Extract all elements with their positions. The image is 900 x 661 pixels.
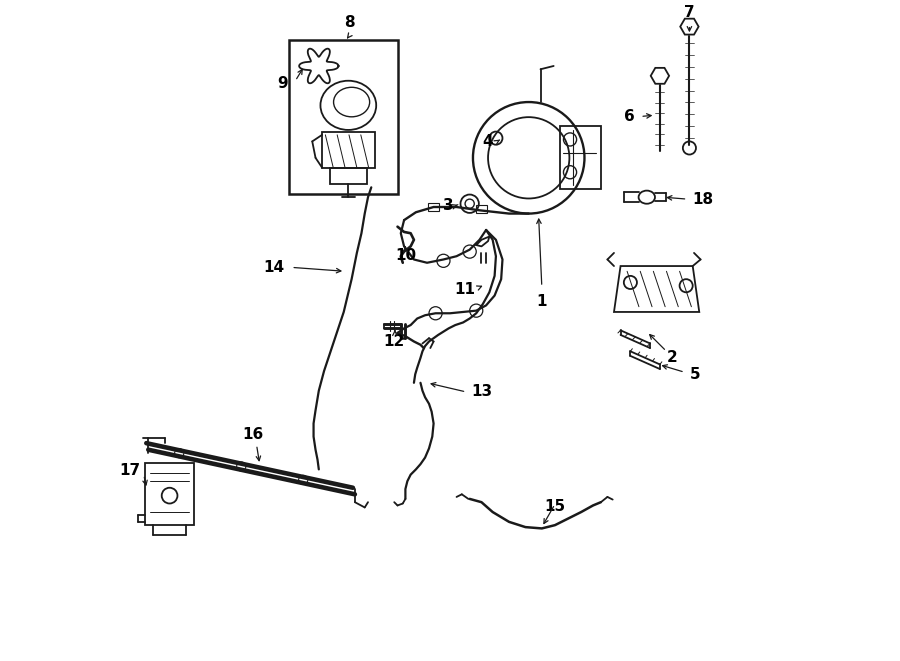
- Text: 14: 14: [264, 260, 284, 275]
- Bar: [476, 205, 487, 213]
- Text: 16: 16: [243, 427, 264, 442]
- Text: 15: 15: [544, 499, 565, 514]
- Bar: [560, 126, 601, 188]
- Text: 7: 7: [684, 5, 695, 20]
- Text: 3: 3: [443, 198, 454, 214]
- Text: 10: 10: [395, 248, 416, 262]
- Bar: [428, 203, 439, 211]
- Bar: [330, 168, 366, 184]
- Text: 8: 8: [345, 15, 355, 30]
- Text: 1: 1: [536, 293, 547, 309]
- Text: 5: 5: [689, 367, 700, 382]
- Text: 13: 13: [471, 385, 492, 399]
- Text: 11: 11: [454, 282, 475, 297]
- Text: 17: 17: [120, 463, 140, 478]
- Text: 12: 12: [383, 334, 405, 348]
- Bar: [145, 463, 194, 525]
- Text: 9: 9: [277, 76, 288, 91]
- Text: 2: 2: [667, 350, 677, 366]
- Text: 6: 6: [625, 109, 635, 124]
- Text: 4: 4: [482, 134, 492, 149]
- Text: 18: 18: [693, 192, 714, 207]
- Bar: [322, 132, 374, 168]
- Bar: [289, 40, 398, 194]
